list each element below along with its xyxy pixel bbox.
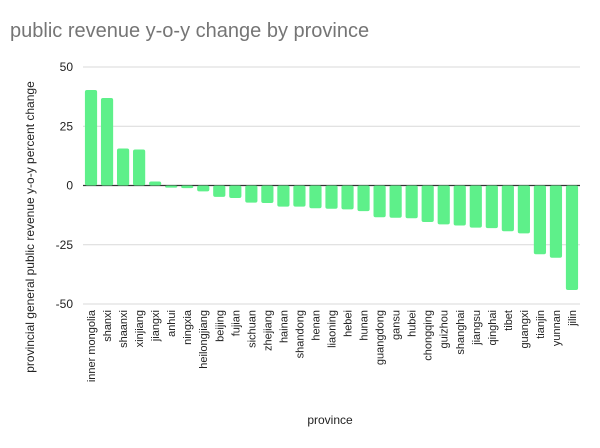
bar <box>469 185 482 228</box>
bar <box>133 149 146 186</box>
x-tick-label: ningxia <box>182 309 194 345</box>
bar <box>165 185 178 188</box>
bar <box>197 185 210 192</box>
x-tick-label: shaanxi <box>118 310 130 348</box>
bar <box>181 185 194 189</box>
x-tick-label: sichuan <box>246 310 258 348</box>
chart-title: public revenue y-o-y change by province <box>10 20 370 42</box>
bar <box>277 185 290 207</box>
x-tick-label: hebei <box>343 310 355 337</box>
bar <box>116 148 130 186</box>
y-tick-labels: 50 25 0 -25 -50 <box>56 60 74 311</box>
x-tick-label: hainan <box>278 310 290 343</box>
x-tick-label: henan <box>310 310 322 341</box>
y-tick-label: 0 <box>66 179 73 193</box>
bar <box>309 185 322 209</box>
x-tick-label: shanghai <box>455 310 467 355</box>
bar <box>501 185 514 232</box>
x-tick-label: heilongjiang <box>198 310 210 369</box>
x-tick-labels: inner mongolia shanxi shaanxi xinjiang jiang… <box>86 309 579 382</box>
x-tick-label: qinghai <box>487 310 499 345</box>
x-tick-label: jiangsu <box>471 310 483 346</box>
bar <box>565 185 579 291</box>
bar <box>421 185 434 222</box>
bar <box>453 185 466 226</box>
x-tick-label: guangxi <box>519 310 531 349</box>
bars <box>84 89 579 291</box>
x-tick-label: inner mongolia <box>86 309 98 382</box>
bar <box>100 98 114 186</box>
x-tick-label: shandong <box>294 310 306 358</box>
x-tick-label: jilin <box>567 310 579 327</box>
y-axis-label: provincial general public revenue y-o-y … <box>23 81 37 373</box>
bar <box>84 89 98 186</box>
bar <box>325 185 338 209</box>
x-tick-label: tibet <box>503 310 515 331</box>
bar <box>149 181 162 186</box>
x-tick-label: chongqing <box>423 310 435 361</box>
x-tick-label: xinjiang <box>134 310 146 347</box>
bar <box>261 185 274 204</box>
x-tick-label: guizhou <box>439 310 451 349</box>
x-tick-label: yunnan <box>551 310 563 346</box>
bar <box>517 185 530 234</box>
x-tick-label: gansu <box>391 310 403 340</box>
x-tick-label: anhui <box>166 310 178 337</box>
x-tick-label: jiangxi <box>150 310 162 342</box>
x-tick-label: guangdong <box>375 310 387 365</box>
bar <box>549 185 563 258</box>
x-tick-label: shanxi <box>102 310 114 342</box>
x-tick-label: liaoning <box>327 310 339 348</box>
x-tick-label: hubei <box>407 310 419 337</box>
y-tick-label: -25 <box>56 238 74 252</box>
bar <box>405 185 418 219</box>
bar <box>213 185 226 197</box>
bar <box>245 185 258 203</box>
bar <box>485 185 498 229</box>
x-tick-label: tianjin <box>535 310 547 339</box>
x-tick-label: beijing <box>214 310 226 342</box>
x-tick-label: zhejiang <box>262 310 274 351</box>
bar <box>437 185 450 225</box>
bar <box>341 185 354 210</box>
bar <box>293 185 306 207</box>
bar <box>229 185 242 199</box>
bar <box>389 185 402 218</box>
bar <box>533 185 547 255</box>
bar <box>357 185 370 212</box>
x-axis-label: province <box>307 413 353 427</box>
x-tick-label: hunan <box>359 310 371 341</box>
y-tick-label: 50 <box>60 60 74 74</box>
x-tick-label: fujian <box>230 310 242 336</box>
y-tick-label: -50 <box>56 297 74 311</box>
y-tick-label: 25 <box>60 119 74 133</box>
bar <box>373 185 386 218</box>
